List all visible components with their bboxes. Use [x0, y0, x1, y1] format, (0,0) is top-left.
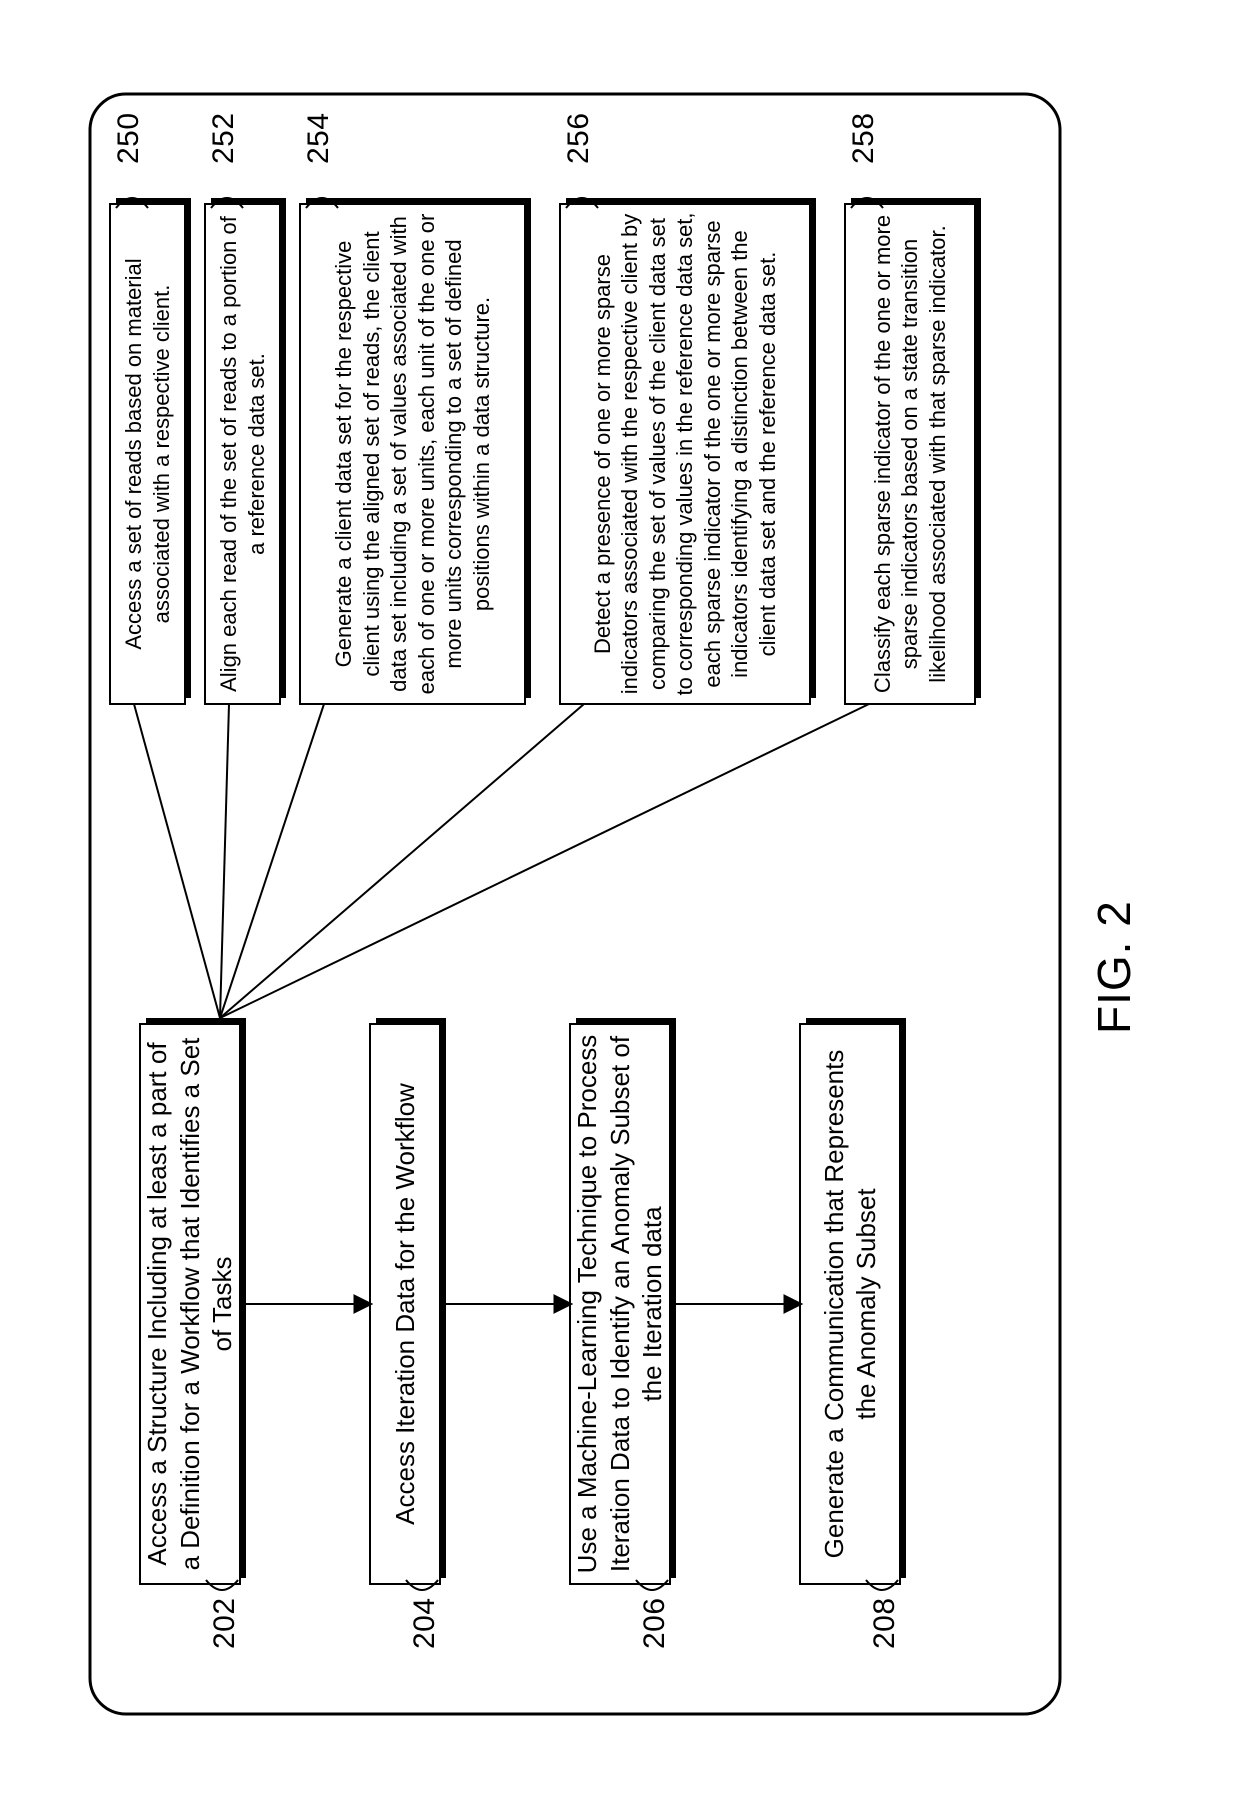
fan-line-to-252 — [220, 704, 229, 1018]
fan-line-to-250 — [134, 704, 220, 1018]
diagram-svg: Access a Structure Including at least a … — [50, 54, 1190, 1754]
detail-256-ref: 256 — [562, 112, 595, 164]
detail-250-ref: 250 — [112, 112, 145, 164]
step-202-label: Access a Structure Including at least a … — [140, 1024, 240, 1584]
fan-line-to-254 — [220, 704, 324, 1018]
fan-line-to-258 — [220, 704, 869, 1018]
diagram-stage: Access a Structure Including at least a … — [50, 54, 1190, 1754]
figure-caption: FIG. 2 — [1088, 900, 1140, 1034]
step-206-ref: 206 — [638, 1597, 671, 1649]
detail-250-label: Access a set of reads based on material … — [110, 204, 185, 704]
detail-258-label: Classify each sparse indicator of the on… — [845, 204, 975, 704]
step-208-label: Generate a Communication that Represents… — [800, 1024, 900, 1584]
step-204-label: Access Iteration Data for the Workflow — [370, 1024, 440, 1584]
detail-258-ref: 258 — [847, 112, 880, 164]
step-202-ref: 202 — [208, 1597, 241, 1649]
fan-line-to-256 — [220, 704, 584, 1018]
step-206-label: Use a Machine-Learning Technique to Proc… — [570, 1024, 670, 1584]
step-208-ref: 208 — [868, 1597, 901, 1649]
detail-252-ref: 252 — [207, 112, 240, 164]
detail-254-label: Generate a client data set for the respe… — [300, 204, 525, 704]
detail-256-label: Detect a presence of one or more sparse … — [560, 204, 810, 704]
step-204-ref: 204 — [408, 1597, 441, 1649]
detail-252-label: Align each read of the set of reads to a… — [205, 204, 280, 704]
detail-254-ref: 254 — [302, 112, 335, 164]
